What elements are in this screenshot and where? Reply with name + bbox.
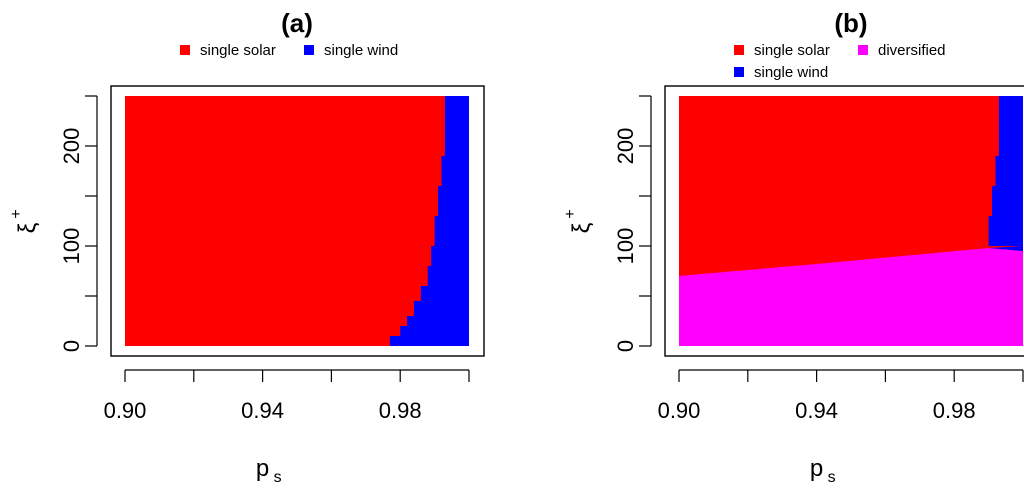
legend-label: diversified <box>878 42 946 59</box>
y-axis-label: ξ <box>568 222 595 233</box>
legend-swatch <box>734 45 744 55</box>
x-axis-label-subscript: s <box>828 469 836 486</box>
plot-area <box>679 96 1023 346</box>
y-axis-label: ξ <box>14 222 41 233</box>
y-axis-label-superscript: + <box>8 209 25 218</box>
x-axis-label: p <box>256 455 269 482</box>
panel-title: (a) <box>281 8 313 38</box>
legend-swatch <box>304 45 314 55</box>
legend-label: single wind <box>324 42 398 59</box>
legend: single solar single wind <box>180 42 398 59</box>
legend-label: single wind <box>754 64 828 81</box>
y-tick-label: 0 <box>613 340 638 352</box>
region-single-wind-edge <box>988 246 1023 251</box>
legend: single solar diversified single wind <box>734 42 946 81</box>
legend-label: single solar <box>200 42 276 59</box>
x-tick-label: 0.98 <box>933 398 976 423</box>
y-tick-label: 100 <box>59 228 84 265</box>
x-tick-label: 0.94 <box>241 398 284 423</box>
region-single-solar <box>125 96 469 346</box>
plot-area <box>125 96 469 346</box>
region-diversified <box>679 248 1023 346</box>
legend-label: single solar <box>754 42 830 59</box>
x-tick-label: 0.90 <box>104 398 147 423</box>
legend-swatch <box>858 45 868 55</box>
y-tick-label: 0 <box>59 340 84 352</box>
legend-swatch <box>180 45 190 55</box>
y-tick-label: 100 <box>613 228 638 265</box>
region-single-wind <box>389 96 469 346</box>
x-axis-label: p <box>810 455 823 482</box>
x-tick-label: 0.98 <box>379 398 422 423</box>
plot-frame <box>664 85 1024 357</box>
x-axis-label-subscript: s <box>274 469 282 486</box>
plot-frame <box>110 85 485 357</box>
region-single-wind <box>988 96 1023 246</box>
panel-b: 0.90 0.94 0.98 0 100 200 p s ξ + (b)single solar di… <box>562 8 1024 486</box>
x-tick-label: 0.90 <box>658 398 701 423</box>
panel-title: (b) <box>834 8 867 38</box>
y-tick-label: 200 <box>613 128 638 165</box>
y-tick-label: 200 <box>59 128 84 165</box>
legend-swatch <box>734 67 744 77</box>
x-tick-label: 0.94 <box>795 398 838 423</box>
y-axis-label-superscript: + <box>562 209 579 218</box>
